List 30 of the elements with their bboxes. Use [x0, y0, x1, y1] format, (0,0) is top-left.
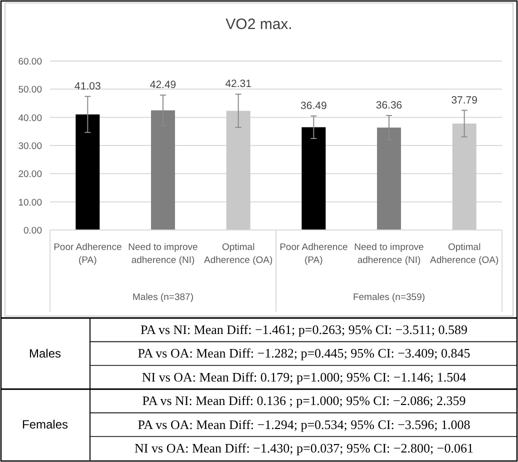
chart-title: VO2 max.	[226, 16, 292, 33]
y-tick-label: 20.00	[18, 169, 42, 180]
x-tick-label: Optimal Adherence (OA)	[204, 242, 273, 266]
text: Males (n=387)	[132, 292, 194, 303]
y-tick-label: 50.00	[18, 84, 42, 96]
x-tick-label: Poor Adherence (PA)	[54, 242, 122, 266]
x-tick-label: Need to improve adherence (NI)	[354, 242, 424, 266]
data-label: 42.49	[150, 79, 176, 92]
data-label: 42.31	[225, 78, 252, 90]
y-tick-label: 30.00	[18, 141, 42, 152]
data-label: 37.79	[451, 94, 478, 106]
data-label: 36.36	[376, 99, 402, 112]
x-tick-label: Need to improve adherence (NI)	[128, 242, 198, 266]
text: PA vs OA: Mean Diff: −1.294; p=0.534; 95% CI: −3.596; 1.008	[138, 416, 470, 432]
text: PA vs NI: Mean Diff: −1.461; p=0.263; 95% CI: −3.511; 0.589	[140, 322, 468, 337]
x-tick-label: Poor Adherence (PA)	[280, 242, 348, 266]
y-tick-label: 40.00	[18, 112, 42, 124]
y-tick-label: 10.00	[18, 197, 42, 208]
text: Females (n=359)	[352, 292, 426, 303]
text: PA vs OA: Mean Diff: −1.282; p=0.445; 95% CI: −3.409; 0.845	[138, 346, 470, 361]
text: NI vs OA: Mean Diff: 0.179; p=1.000; 95% CI: −1.146; 1.504	[142, 369, 467, 384]
data-label: 36.49	[300, 100, 327, 112]
text: NI vs OA: Mean Diff: −1.430; p=0.037; 95% CI: −2.800; −0.061	[134, 440, 474, 456]
y-tick-label: 60.00	[18, 56, 42, 68]
text: Females	[22, 418, 68, 432]
text: PA vs NI: Mean Diff: 0.136 ; p=1.000; 95% CI: −2.086; 2.359	[142, 393, 466, 408]
text: Males	[28, 346, 62, 361]
data-label: 41.03	[74, 80, 101, 92]
x-tick-label: Optimal Adherence (OA)	[430, 242, 499, 266]
y-tick-label: 0.00	[24, 226, 42, 236]
